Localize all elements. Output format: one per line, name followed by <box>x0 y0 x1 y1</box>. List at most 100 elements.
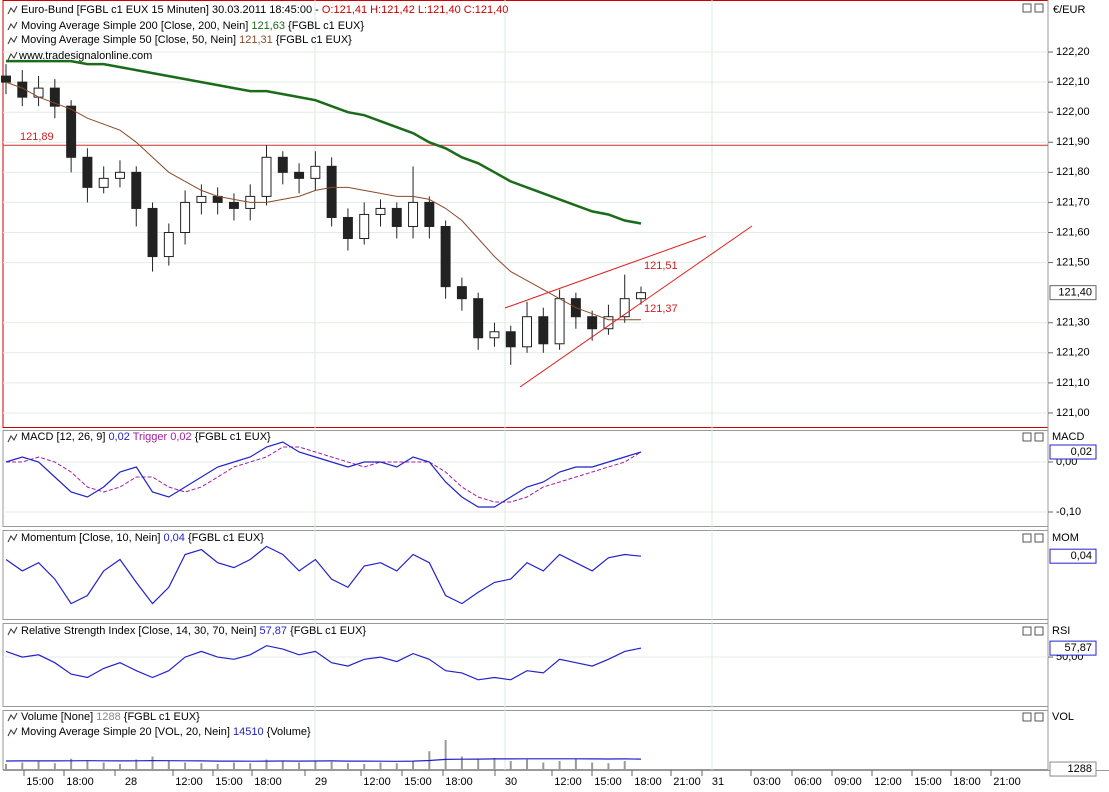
icon <box>7 626 18 636</box>
candle-body <box>1 75 11 83</box>
last-value-box <box>1049 640 1097 656</box>
watermark: www.tradesignalonline.com <box>18 50 152 62</box>
volume-ma-title: Moving Average Simple 20 [VOL, 20, Nein]… <box>21 726 311 738</box>
candle-body <box>375 207 386 215</box>
momentum-line <box>5 545 642 605</box>
time-label: 15:00 <box>914 776 942 788</box>
candle-body <box>261 156 272 197</box>
time-label: 12:00 <box>874 776 902 788</box>
y-tick-label: 121,20 <box>1056 347 1090 359</box>
ma200-line <box>6 59 642 225</box>
last-value-label: 57,87 <box>1064 642 1092 654</box>
y-tick-label: 122,20 <box>1056 46 1090 58</box>
time-label: 18:00 <box>634 776 662 788</box>
y-tick-label: 121,90 <box>1056 136 1090 148</box>
candle-body <box>326 165 337 218</box>
icon <box>7 433 18 443</box>
candle-body <box>408 201 419 227</box>
candle-body <box>131 171 142 209</box>
trend-line <box>504 235 707 309</box>
candle-body <box>619 298 630 318</box>
momentum-title: Momentum [Close, 10, Nein] 0,04 {FGBL c1… <box>21 532 264 544</box>
candle-body <box>522 316 533 348</box>
header: Euro-Bund [FGBL c1 EUX 15 Minuten] 30.03… <box>7 4 1085 738</box>
close-button[interactable] <box>1034 626 1044 636</box>
minimize-button[interactable] <box>1022 432 1032 442</box>
y-tick-label: -0,10 <box>1056 506 1081 518</box>
axis-name: VOL <box>1052 711 1074 723</box>
last-value-box <box>1049 548 1097 564</box>
candle-body <box>310 165 321 179</box>
last-value-box <box>1049 444 1097 460</box>
y-tick-label: 121,30 <box>1056 317 1090 329</box>
time-label: 31 <box>712 776 724 788</box>
ma50-line <box>5 81 641 321</box>
time-label: 12:00 <box>554 776 582 788</box>
y-tick-label: 122,00 <box>1056 106 1090 118</box>
time-label: 15:00 <box>215 776 243 788</box>
minimize-button[interactable] <box>1022 3 1032 13</box>
y-tick-label: 121,00 <box>1056 407 1090 419</box>
axis-name: MOM <box>1052 532 1079 544</box>
time-label: 18:00 <box>254 776 282 788</box>
price-unit: €/EUR <box>1053 4 1085 16</box>
icon <box>7 727 18 737</box>
volume-title: Volume [None] 1288 {FGBL c1 EUX} <box>21 711 200 723</box>
trend-line <box>519 225 753 388</box>
last-value-label: 1288 <box>1068 763 1092 775</box>
grid <box>314 0 713 770</box>
panel-buttons <box>1022 3 1044 722</box>
icon <box>7 35 18 45</box>
time-label: 18:00 <box>445 776 473 788</box>
y-tick-label: 121,60 <box>1056 226 1090 238</box>
candle-body <box>180 201 191 233</box>
rsi-title: Relative Strength Index [Close, 14, 30, … <box>21 625 366 637</box>
candle-body <box>49 87 60 107</box>
candle-body <box>17 81 28 98</box>
candle-body <box>538 316 549 345</box>
candle-body <box>277 156 288 173</box>
candle-body <box>228 201 239 209</box>
rsi-line <box>5 645 642 681</box>
candle-body <box>66 105 77 158</box>
candle-body <box>163 231 174 258</box>
time-label: 29 <box>315 776 327 788</box>
volume-ma-line <box>5 758 642 762</box>
candle-body <box>147 207 158 258</box>
candle-body <box>440 225 451 288</box>
trigger-line <box>6 446 642 503</box>
minimize-button[interactable] <box>1022 533 1032 543</box>
time-label: 15:00 <box>404 776 432 788</box>
axis-name: RSI <box>1052 625 1070 637</box>
trend-label: 121,37 <box>644 303 678 315</box>
candle-body <box>82 156 93 188</box>
macd-title: MACD [12, 26, 9] 0,02 Trigger 0,02 {FGBL… <box>21 431 271 443</box>
candle-body <box>342 216 353 240</box>
candle-body <box>489 331 500 339</box>
minimize-button[interactable] <box>1022 712 1032 722</box>
y-tick-label: 122,10 <box>1056 76 1090 88</box>
macd-line <box>5 441 642 508</box>
close-button[interactable] <box>1034 432 1044 442</box>
time-label: 18:00 <box>66 776 94 788</box>
candle-body <box>587 316 598 330</box>
time-label: 30 <box>505 776 517 788</box>
marks: 122,20 122,10 122,00 121,90 121,80 121,70 121,… <box>1 46 1097 788</box>
last-value-box <box>1049 761 1097 777</box>
y-tick-label: 121,80 <box>1056 166 1090 178</box>
icon <box>7 51 18 61</box>
minimize-button[interactable] <box>1022 626 1032 636</box>
y-tick-label: 121,70 <box>1056 196 1090 208</box>
maximize-button[interactable] <box>1034 3 1044 13</box>
icon <box>7 5 18 15</box>
candle-body <box>554 298 565 345</box>
candle-body <box>505 331 516 348</box>
candle-body <box>391 207 402 227</box>
close-button[interactable] <box>1034 533 1044 543</box>
last-value-label: 121,40 <box>1058 287 1092 299</box>
close-button[interactable] <box>1034 712 1044 722</box>
candle-body <box>636 292 646 300</box>
time-label: 28 <box>125 776 137 788</box>
